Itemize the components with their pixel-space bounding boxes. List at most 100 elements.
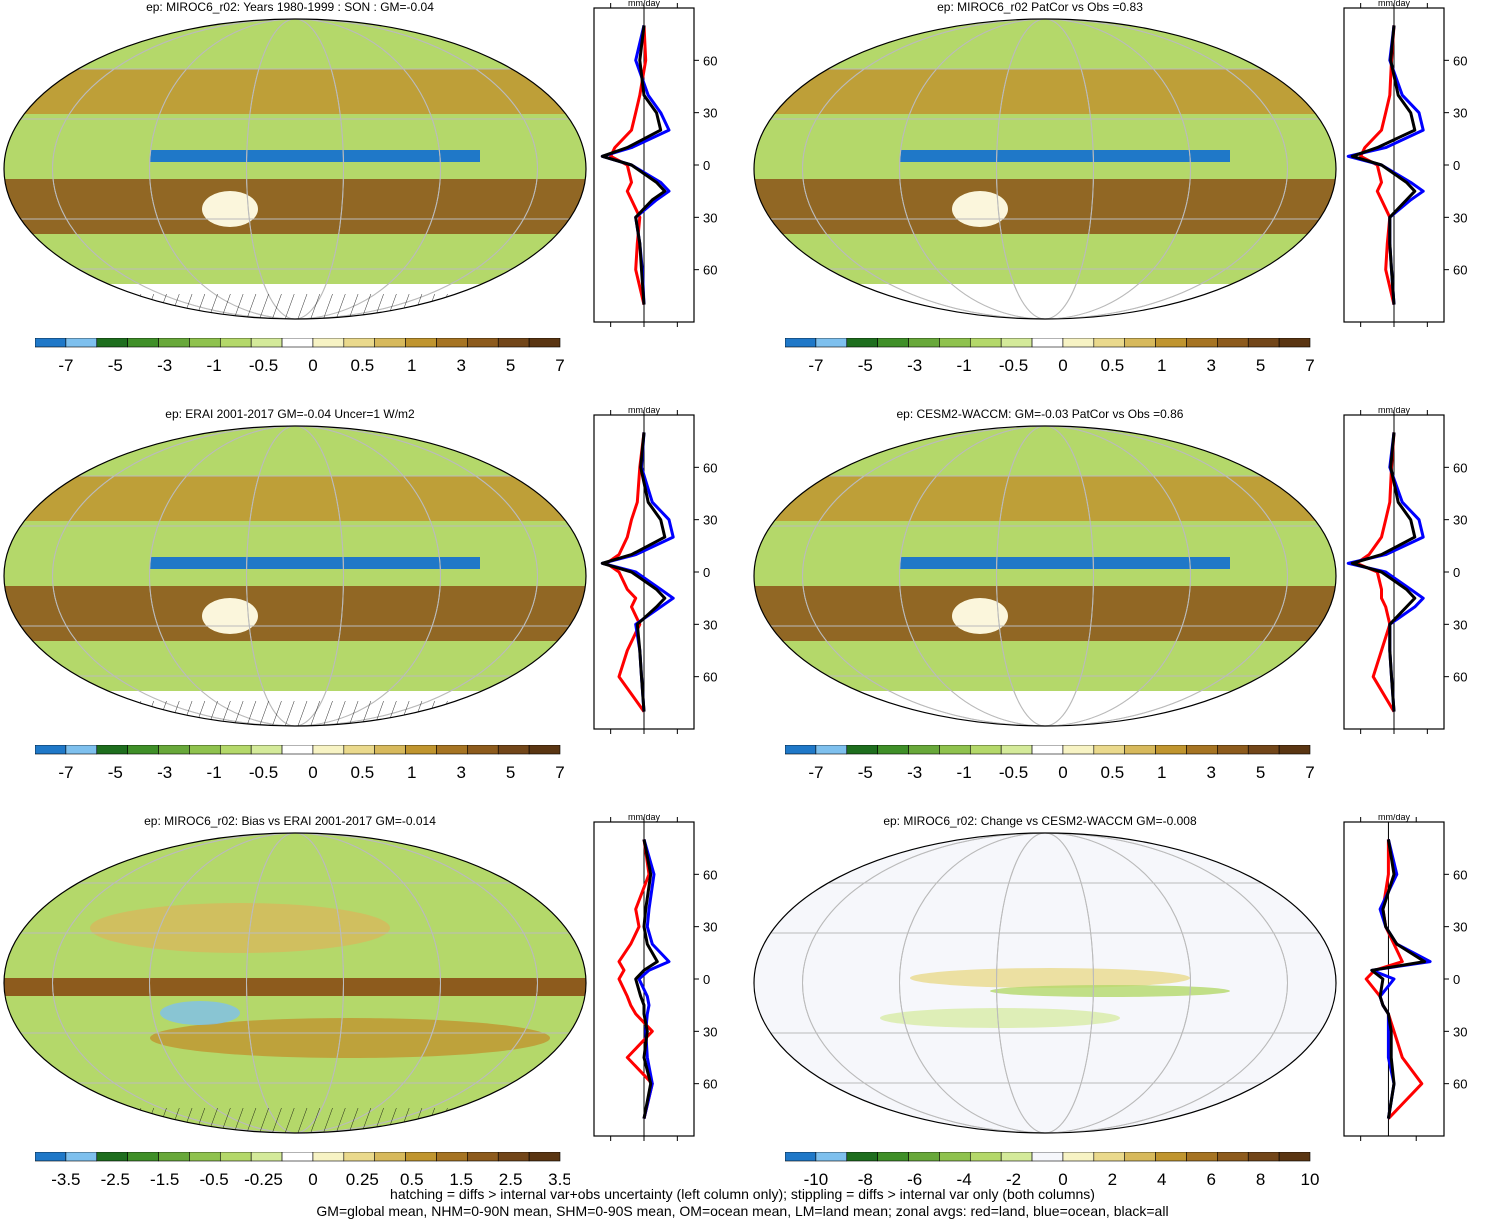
zonal-xtick-label: 4.0 <box>1420 741 1434 742</box>
zonal-xtick-label: 0.0 <box>1387 334 1401 335</box>
panel-6: ep: MIROC6_r02: Change vs CESM2-WACCM GM… <box>750 814 1470 1209</box>
colorbar-label: -3 <box>157 356 172 375</box>
panel-5: ep: MIROC6_r02: Bias vs ERAI 2001-2017 G… <box>0 814 720 1209</box>
zonal-xtick-label: -4.0 <box>602 741 620 742</box>
series-ocean <box>1370 839 1432 1119</box>
colorbar-swatch <box>1062 1152 1095 1162</box>
colorbar-label: -3.5 <box>51 1170 80 1189</box>
panel-4: ep: CESM2-WACCM: GM=-0.03 PatCor vs Obs … <box>750 407 1470 802</box>
colorbar-label: -0.5 <box>249 356 278 375</box>
lat-label: 0 <box>1453 972 1460 987</box>
colorbar-label: -4 <box>957 1170 972 1189</box>
colorbar-swatch <box>939 745 971 755</box>
colorbar-label: -5 <box>858 763 873 782</box>
colorbar-label: -2.5 <box>101 1170 130 1189</box>
colorbar-swatch <box>1186 1152 1218 1162</box>
colorbar-label: -1.5 <box>150 1170 179 1189</box>
colorbar-label: 5 <box>1256 763 1265 782</box>
south-subtropics <box>754 179 1336 234</box>
colorbar-label: -6 <box>907 1170 922 1189</box>
colorbar-label: 0.5 <box>351 763 375 782</box>
colorbar-swatch <box>1186 338 1218 348</box>
zonal-xtick-label: -4.0 <box>1352 334 1370 335</box>
colorbar-swatch <box>189 745 221 755</box>
australia-region <box>202 598 258 634</box>
colorbar-swatch <box>528 1152 561 1162</box>
zonal-xtick-label: 1.0 <box>1409 1148 1423 1149</box>
lat-label: 30N <box>703 513 718 528</box>
lat-label: 60S <box>1453 1077 1468 1092</box>
colorbar-label: 2 <box>1108 1170 1117 1189</box>
colorbar-swatch <box>1186 745 1218 755</box>
lat-label: 30N <box>1453 106 1468 121</box>
colorbar-swatch <box>312 745 345 755</box>
colorbar-swatch <box>785 338 817 348</box>
colorbar-swatch <box>374 338 406 348</box>
lat-label: 60N <box>1453 867 1468 882</box>
colorbar-swatch <box>1278 338 1311 348</box>
lat-label: 30S <box>703 210 718 225</box>
tropical-band <box>910 968 1190 988</box>
colorbar-swatch <box>405 745 437 755</box>
footer-line-hatching: hatching = diffs > internal var+obs unce… <box>390 1186 1095 1202</box>
colorbar-swatch <box>281 745 314 755</box>
colorbar-swatch <box>908 338 940 348</box>
series-all <box>634 839 659 1119</box>
colorbar-label: 3 <box>1206 356 1215 375</box>
colorbar-label: 5 <box>506 763 515 782</box>
lat-label: 0 <box>1453 158 1460 173</box>
zonal-unit-label: mm/day <box>1378 814 1411 822</box>
colorbar-label: 1.5 <box>449 1170 473 1189</box>
colorbar-swatch <box>35 745 67 755</box>
colorbar-label: 7 <box>1305 763 1314 782</box>
colorbar-swatch <box>1247 338 1280 348</box>
colorbar-swatch <box>1124 1152 1156 1162</box>
colorbar-swatch <box>467 745 499 755</box>
figure-footer: hatching = diffs > internal var+obs unce… <box>0 1186 1485 1220</box>
south-subtropics <box>754 586 1336 641</box>
colorbar-label: -7 <box>808 763 823 782</box>
north-subtropics <box>754 69 1336 114</box>
zonal-xtick-label: -4.0 <box>1352 741 1370 742</box>
colorbar-swatch <box>467 338 499 348</box>
colorbar-swatch <box>969 1152 1002 1162</box>
colorbar-swatch <box>436 1152 468 1162</box>
colorbar-swatch <box>219 745 252 755</box>
colorbar-label: 0 <box>1058 356 1067 375</box>
colorbar-label: -1 <box>207 763 222 782</box>
panel-title: ep: MIROC6_r02: Bias vs ERAI 2001-2017 G… <box>144 814 436 828</box>
colorbar-label: 0.25 <box>346 1170 379 1189</box>
itcz-band <box>900 150 1230 162</box>
lat-label: 0 <box>1453 565 1460 580</box>
lat-label: 30N <box>703 920 718 935</box>
colorbar-swatch <box>785 745 817 755</box>
series-ocean <box>637 838 671 1119</box>
zonal-xtick-label: -1.0 <box>1352 1148 1370 1149</box>
colorbar-label: 2.5 <box>499 1170 523 1189</box>
colorbar-swatch <box>1124 338 1156 348</box>
colorbar-swatch <box>96 338 128 348</box>
australia-region <box>952 191 1008 227</box>
colorbar-label: -1 <box>207 356 222 375</box>
colorbar-label: 3 <box>456 763 465 782</box>
colorbar-swatch <box>312 338 345 348</box>
colorbar-swatch <box>281 1152 314 1162</box>
colorbar-swatch <box>1155 338 1187 348</box>
colorbar-label: 10 <box>1301 1170 1320 1189</box>
lat-label: 30S <box>703 617 718 632</box>
colorbar-label: 7 <box>555 763 564 782</box>
colorbar-swatch <box>1062 338 1095 348</box>
equatorial-band <box>990 985 1230 997</box>
lat-label: 0 <box>703 158 710 173</box>
colorbar-swatch <box>1000 1152 1033 1162</box>
colorbar-swatch <box>1093 745 1126 755</box>
zonal-xtick-label: 4.0 <box>670 334 684 335</box>
colorbar-label: 3.5 <box>548 1170 570 1189</box>
lat-label: 30S <box>1453 617 1468 632</box>
lat-label: 60N <box>703 53 718 68</box>
lat-label: 0 <box>703 565 710 580</box>
zonal-average-plot: mm/day60N30N030S60S-4.00.04.0 <box>593 407 718 742</box>
lat-label: 60S <box>703 263 718 278</box>
colorbar-swatch <box>467 1152 499 1162</box>
zonal-xtick-label: 0.0 <box>637 334 651 335</box>
